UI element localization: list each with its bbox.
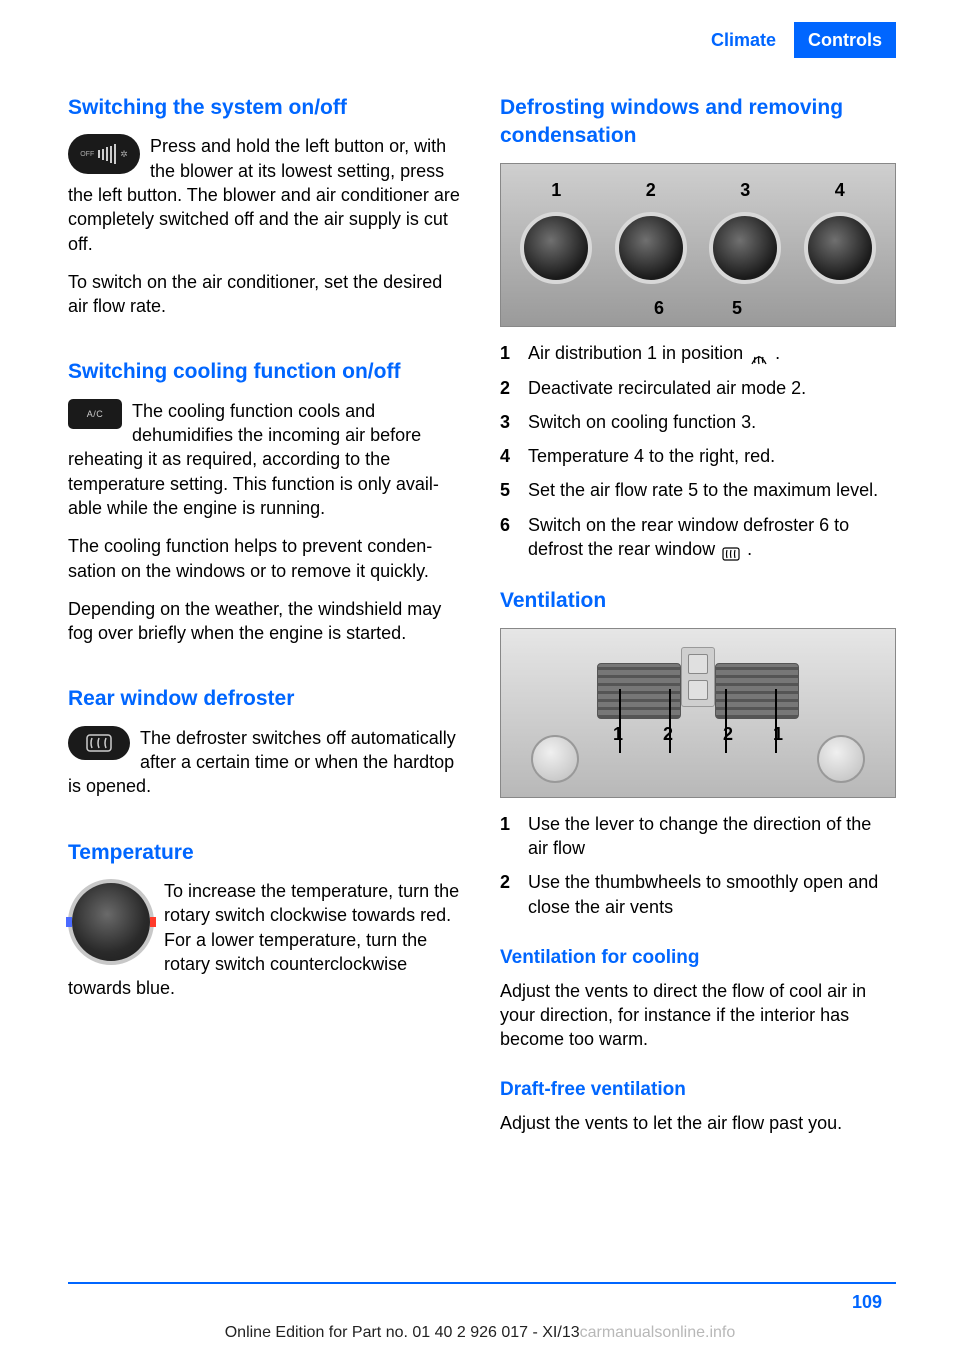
- windshield-defrost-icon: [750, 348, 768, 362]
- vent-thumbwheel-icon: [531, 735, 579, 783]
- ac-button-icon: A/C: [68, 399, 122, 429]
- header-section: Climate: [711, 28, 776, 52]
- body-text: The cooling function cools and dehumidif…: [68, 399, 464, 520]
- dial-icon: [520, 212, 592, 284]
- header-chapter: Controls: [794, 22, 896, 58]
- temperature-dial-icon: [68, 879, 154, 965]
- page-number: 109: [852, 1290, 882, 1314]
- callout-number: 2: [663, 722, 673, 746]
- body-text: The cooling function helps to prevent co…: [68, 534, 464, 583]
- vent-center-icon: [681, 647, 715, 707]
- heading-vent-cooling: Ventilation for cooling: [500, 945, 896, 971]
- heading-switching-system: Switching the system on/off: [68, 94, 464, 122]
- body-text: To switch on the air conditioner, set th…: [68, 270, 464, 319]
- heading-cooling: Switching cooling function on/off: [68, 358, 464, 386]
- step-text: Air distribution 1 in position: [528, 343, 743, 363]
- section-temperature: Temperature To increase the temperature,…: [68, 839, 464, 1015]
- callout-number: 6: [654, 296, 664, 320]
- callout-number: 4: [835, 178, 845, 202]
- dial-icon: [615, 212, 687, 284]
- defrost-steps: 1 Air distribution 1 in position . 2Deac…: [500, 341, 896, 561]
- rear-defrost-button-icon: [68, 726, 130, 760]
- callout-number: 1: [613, 722, 623, 746]
- page-header: Climate Controls: [711, 22, 896, 58]
- step-text: Use the thumbwheels to smoothly open and…: [528, 870, 896, 919]
- list-item: 3Switch on cooling function 3.: [500, 410, 896, 434]
- footer: Online Edition for Part no. 01 40 2 926 …: [0, 1322, 960, 1344]
- body-text: Depending on the weather, the windshield…: [68, 597, 464, 646]
- step-text: Switch on the rear window defroster 6 to…: [528, 515, 849, 559]
- heading-rear-defrost: Rear window defroster: [68, 685, 464, 713]
- section-ventilation: Ventilation 1 2 2 1 1Use the lever t: [500, 587, 896, 919]
- step-suffix: .: [775, 343, 780, 363]
- step-suffix: .: [747, 539, 752, 559]
- heading-draft-free: Draft-free ventilation: [500, 1077, 896, 1103]
- dial-icon: [804, 212, 876, 284]
- left-column: Switching the system on/off OFF ✲ Press …: [68, 94, 464, 1302]
- rear-defrost-glyph-icon: [722, 543, 740, 557]
- section-vent-cooling: Ventilation for cooling Adjust the vents…: [500, 945, 896, 1052]
- section-defrosting: Defrosting windows and removing condensa…: [500, 94, 896, 561]
- heading-ventilation: Ventilation: [500, 587, 896, 615]
- figure-top-labels: 1 2 3 4: [509, 178, 887, 202]
- list-item: 6 Switch on the rear window defroster 6 …: [500, 513, 896, 562]
- step-text: Deactivate recirculated air mode 2.: [528, 376, 896, 400]
- footer-watermark: carmanualsonline.info: [580, 1324, 736, 1341]
- ventilation-figure: 1 2 2 1: [500, 628, 896, 798]
- step-text: Set the air flow rate 5 to the maximum l…: [528, 478, 896, 502]
- callout-number: 1: [773, 722, 783, 746]
- list-item: 2Deactivate recirculated air mode 2.: [500, 376, 896, 400]
- section-rear-defrost: Rear window defroster The defroster swit…: [68, 685, 464, 812]
- step-text: Use the lever to change the direction of…: [528, 812, 896, 861]
- section-cooling: Switching cooling function on/off A/C Th…: [68, 358, 464, 659]
- ventilation-steps: 1Use the lever to change the direction o…: [500, 812, 896, 919]
- footer-text: Online Edition for Part no. 01 40 2 926 …: [225, 1324, 580, 1341]
- step-text: Temperature 4 to the right, red.: [528, 444, 896, 468]
- footer-rule: [68, 1282, 896, 1284]
- figure-bottom-labels: 6 5: [509, 296, 887, 320]
- list-item: 2Use the thumbwheels to smoothly open an…: [500, 870, 896, 919]
- dial-row: [509, 206, 887, 294]
- callout-number: 2: [646, 178, 656, 202]
- vent-slot-icon: [715, 663, 799, 719]
- heading-defrosting: Defrosting windows and removing condensa…: [500, 94, 896, 151]
- list-item: 5Set the air flow rate 5 to the maximum …: [500, 478, 896, 502]
- content: Switching the system on/off OFF ✲ Press …: [68, 94, 896, 1302]
- body-text: Adjust the vents to let the air flow pas…: [500, 1111, 896, 1135]
- callout-number: 3: [740, 178, 750, 202]
- vent-thumbwheel-icon: [817, 735, 865, 783]
- callout-number: 1: [551, 178, 561, 202]
- section-switching-system: Switching the system on/off OFF ✲ Press …: [68, 94, 464, 332]
- list-item: 4Temperature 4 to the right, red.: [500, 444, 896, 468]
- heading-temperature: Temperature: [68, 839, 464, 867]
- blower-button-icon: OFF ✲: [68, 134, 140, 174]
- callout-number: 5: [732, 296, 742, 320]
- callout-number: 2: [723, 722, 733, 746]
- dial-icon: [709, 212, 781, 284]
- climate-control-figure: 1 2 3 4 6 5: [500, 163, 896, 328]
- step-text: Switch on cooling function 3.: [528, 410, 896, 434]
- list-item: 1Use the lever to change the direction o…: [500, 812, 896, 861]
- body-text: Adjust the vents to direct the flow of c…: [500, 979, 896, 1052]
- right-column: Defrosting windows and removing condensa…: [500, 94, 896, 1302]
- list-item: 1 Air distribution 1 in position .: [500, 341, 896, 365]
- section-draft-free: Draft-free ventilation Adjust the vents …: [500, 1077, 896, 1135]
